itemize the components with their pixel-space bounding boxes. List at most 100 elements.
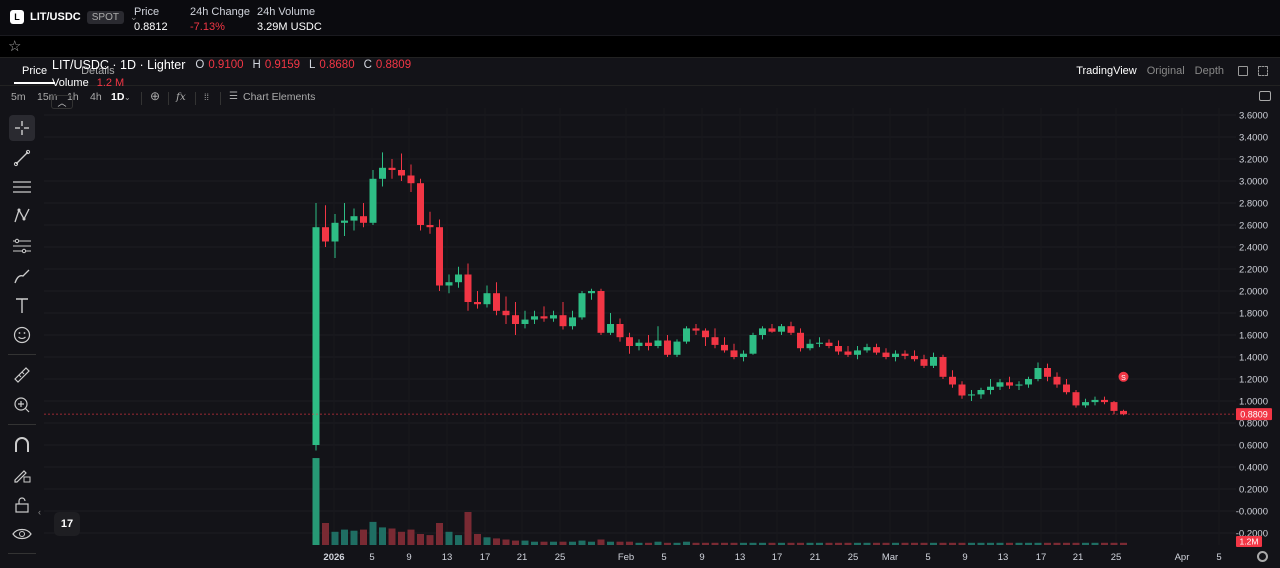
candle-body xyxy=(692,328,700,331)
view-depth[interactable]: Depth xyxy=(1194,65,1224,77)
pattern-icon[interactable] xyxy=(9,203,35,229)
volume-tag-label: 1.2M xyxy=(1240,537,1259,547)
gear-icon[interactable] xyxy=(1257,551,1268,562)
fullscreen-icon[interactable] xyxy=(1238,66,1248,76)
interval-chevron-icon[interactable]: ⌄ xyxy=(124,93,131,102)
volume-bar xyxy=(930,542,937,545)
crosshair-icon[interactable] xyxy=(9,115,35,141)
favorites-bar: ☆ xyxy=(0,36,1280,56)
compare-icon[interactable]: ⊕ xyxy=(150,89,161,103)
x-tick-label: 9 xyxy=(699,552,704,563)
candle-body xyxy=(322,227,329,242)
volume-bar xyxy=(407,529,415,545)
tab-price[interactable]: Price xyxy=(14,58,56,84)
candle-body xyxy=(521,319,529,324)
candle-body xyxy=(882,352,890,357)
x-tick-label: 17 xyxy=(772,552,783,563)
templates-icon[interactable]: ⁞⁞ xyxy=(204,92,210,102)
camera-icon[interactable] xyxy=(1259,91,1271,101)
candle-body xyxy=(369,178,377,223)
magnet-icon[interactable] xyxy=(9,432,35,458)
volume-bar xyxy=(445,531,453,545)
volume-bar xyxy=(778,542,785,545)
volume-bar xyxy=(958,542,966,545)
lock-icon[interactable] xyxy=(9,492,35,518)
volume-bar xyxy=(588,541,595,545)
y-tick-label: -0.2000 xyxy=(1236,529,1268,540)
candle-body xyxy=(474,302,481,305)
candle-body xyxy=(1053,376,1061,385)
expand-icon[interactable] xyxy=(1258,66,1268,76)
y-tick-label: 0.2000 xyxy=(1239,485,1268,496)
candle-body xyxy=(759,328,766,335)
volume-bar xyxy=(854,542,861,545)
volume-bar xyxy=(949,542,956,545)
star-icon[interactable]: ☆ xyxy=(8,38,22,55)
x-tick-label: Mar xyxy=(882,552,898,563)
volume-bar xyxy=(436,523,443,545)
interval-15m[interactable]: 15m xyxy=(37,91,58,103)
legend-volume-value: 1.2 M xyxy=(96,77,125,89)
chart-elements-icon[interactable]: ☰ xyxy=(229,91,238,102)
interval-1d[interactable]: 1D xyxy=(111,91,125,103)
candle-body xyxy=(664,340,671,355)
x-tick-label: 21 xyxy=(517,552,528,563)
legend-close: 0.8809 xyxy=(375,59,412,71)
candle-body xyxy=(493,293,500,311)
volume-bar xyxy=(1120,542,1127,545)
volume-bar xyxy=(768,542,776,545)
indicators-icon[interactable]: fx xyxy=(176,91,186,103)
candle-body xyxy=(417,183,424,225)
volume-bar xyxy=(664,542,671,545)
chart-elements-button[interactable]: Chart Elements xyxy=(243,91,316,103)
interval-4h[interactable]: 4h xyxy=(90,91,102,103)
volume-bar xyxy=(711,542,719,545)
view-tradingview[interactable]: TradingView xyxy=(1076,65,1137,77)
y-tick-label: 1.0000 xyxy=(1239,397,1268,408)
volume-bar xyxy=(749,542,757,545)
volume-bar xyxy=(1082,542,1089,545)
brush-icon[interactable] xyxy=(9,263,35,289)
zoom-in-icon[interactable] xyxy=(9,392,35,418)
horizontal-lines-icon[interactable] xyxy=(9,174,35,200)
candle-body xyxy=(787,326,795,333)
legend-collapse-button[interactable]: ︿ xyxy=(51,95,73,109)
pair-selector[interactable]: L LIT/USDC SPOT ⌄ xyxy=(10,10,138,24)
volume-bar xyxy=(341,529,348,545)
tab-details[interactable]: Details xyxy=(81,65,115,77)
candle-body xyxy=(1110,402,1118,411)
text-icon[interactable] xyxy=(9,293,35,319)
volume-bar xyxy=(987,542,994,545)
volume-bar xyxy=(911,542,918,545)
y-tick-label: 3.0000 xyxy=(1239,177,1268,188)
legend-symbol: LIT/USDC · 1D · Lighter xyxy=(52,58,186,72)
emoji-icon[interactable] xyxy=(9,322,35,348)
candle-body xyxy=(854,350,861,355)
y-tick-label: 2.8000 xyxy=(1239,199,1268,210)
volume-bar xyxy=(844,542,852,545)
volume-bar xyxy=(597,539,605,545)
change-label: 24h Change xyxy=(190,6,250,18)
candle-body xyxy=(778,326,785,332)
candle-body xyxy=(578,293,586,318)
divider xyxy=(141,92,142,105)
volume-bar xyxy=(426,535,434,545)
eye-icon[interactable] xyxy=(9,521,35,547)
fib-icon[interactable] xyxy=(9,233,35,259)
trend-line-icon[interactable] xyxy=(9,145,35,171)
pencil-lock-icon[interactable] xyxy=(9,462,35,488)
price-label: Price xyxy=(134,6,160,18)
volume-bar xyxy=(312,458,320,545)
candle-body xyxy=(768,328,776,332)
candle-body xyxy=(360,216,367,223)
candle-body xyxy=(616,324,624,338)
view-original[interactable]: Original xyxy=(1146,65,1185,77)
candle-body xyxy=(426,225,434,228)
candle-body xyxy=(806,343,814,349)
ruler-icon[interactable] xyxy=(9,362,35,388)
interval-5m[interactable]: 5m xyxy=(11,91,26,103)
tradingview-logo[interactable]: 17 xyxy=(54,512,80,536)
candle-body xyxy=(996,382,1004,387)
y-tick-label: 3.4000 xyxy=(1239,133,1268,144)
